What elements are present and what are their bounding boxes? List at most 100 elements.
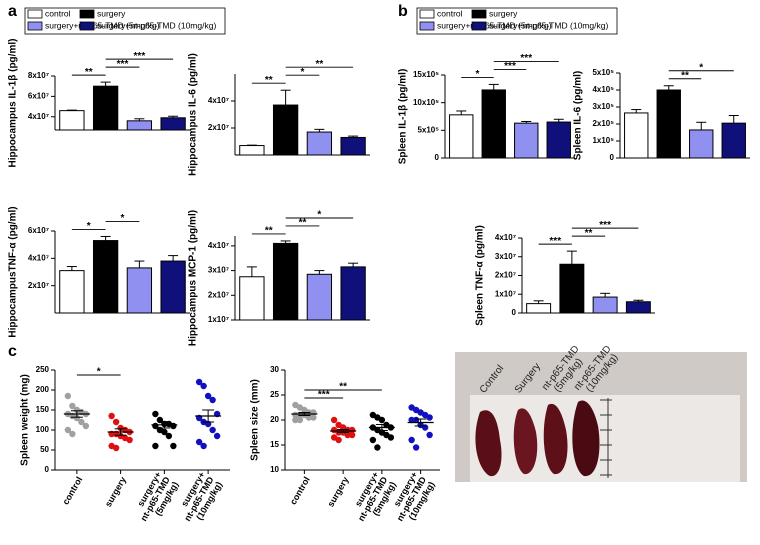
significance-label: ** — [265, 75, 273, 86]
y-tick-label: 1x10⁵ — [592, 136, 614, 145]
y-tick-label: 3x10⁷ — [208, 266, 229, 275]
y-tick-label: 15x10⁵ — [413, 70, 439, 79]
significance-label: *** — [318, 390, 330, 401]
y-axis-label: Spleen IL-1β (pg/ml) — [398, 69, 409, 165]
dot — [112, 444, 120, 452]
legend-label: control — [437, 8, 463, 18]
dot — [126, 436, 133, 444]
y-tick-label: 30 — [270, 365, 279, 374]
legend-swatch — [471, 9, 487, 19]
dot — [64, 392, 72, 400]
dot — [69, 402, 76, 410]
y-tick-label: 200 — [36, 385, 50, 394]
legend-swatch — [79, 9, 95, 19]
dot — [69, 430, 76, 438]
x-tick-label: surgery+nt-p65-TMD(5mg/kg) — [130, 470, 181, 528]
y-axis-label: Spleen IL-6 (pg/ml) — [573, 71, 584, 160]
dot — [412, 416, 420, 424]
significance-label: ** — [315, 59, 323, 70]
legend-swatch — [419, 21, 435, 31]
dot — [296, 416, 304, 424]
significance-label: * — [476, 69, 480, 80]
dot — [195, 438, 203, 446]
panel-label: a — [8, 3, 17, 20]
legend-frame — [24, 7, 226, 35]
bar — [272, 242, 299, 321]
significance-label: * — [301, 67, 305, 78]
bar — [272, 104, 299, 156]
y-tick-label: 2x10⁷ — [495, 271, 516, 280]
dot — [408, 436, 415, 444]
y-tick-label: 0 — [512, 308, 517, 317]
dot — [387, 434, 395, 441]
legend-swatch — [419, 9, 435, 19]
y-axis-label: Spleen weight (mg) — [20, 374, 31, 466]
dot — [292, 416, 299, 424]
bar — [340, 266, 366, 321]
dot — [165, 432, 173, 440]
photo-paper — [470, 395, 740, 482]
dot — [378, 416, 386, 424]
dot — [369, 436, 377, 444]
significance-label: ** — [585, 228, 593, 239]
significance-label: * — [87, 221, 91, 232]
dot — [73, 414, 81, 422]
dot — [374, 444, 381, 451]
significance-label: ** — [265, 226, 273, 237]
spleen — [572, 400, 600, 477]
legend-swatch — [27, 21, 43, 31]
legend-label: control — [45, 8, 71, 18]
y-tick-label: 25 — [270, 390, 279, 399]
bar — [126, 120, 153, 131]
bar — [59, 270, 85, 314]
significance-label: * — [317, 210, 321, 221]
y-axis-label: Hippocampus IL-1β (pg/ml) — [8, 39, 19, 168]
dot — [335, 436, 342, 444]
significance-label: ** — [339, 382, 347, 393]
bar — [624, 112, 649, 159]
legend-label: surgery+nt-p65-TMD (10mg/kg) — [489, 20, 608, 30]
y-tick-label: 3x10⁷ — [495, 252, 516, 261]
bar — [656, 89, 681, 159]
legend-label: surgery+nt-p65-TMD (10mg/kg) — [97, 20, 216, 30]
dot — [421, 424, 429, 431]
y-tick-label: 4x10⁷ — [495, 233, 516, 242]
significance-label: *** — [117, 59, 129, 70]
x-tick-label: surgery+nt-p65-TMD(10mg/kg) — [174, 470, 225, 528]
spleen-photo: Control Surgerynt-p65-TMD(5mg/kg)nt-p65-T… — [455, 344, 747, 482]
bar — [546, 121, 571, 159]
legend-label: surgery — [489, 8, 518, 18]
dot — [348, 431, 356, 439]
dot — [64, 426, 72, 434]
dot — [200, 382, 207, 390]
legend-frame — [416, 7, 618, 35]
legend-swatch — [79, 21, 95, 31]
dot — [209, 396, 216, 404]
x-tick-label: control — [61, 475, 85, 506]
dot — [112, 418, 120, 426]
y-tick-label: 4x10⁷ — [208, 241, 229, 250]
legend-swatch — [27, 9, 43, 19]
y-axis-label: Hippocampus IL-6 (pg/ml) — [188, 53, 199, 176]
y-tick-label: 4x10⁵ — [592, 85, 614, 94]
y-tick-label: 4x10⁷ — [28, 253, 49, 262]
bar — [160, 260, 186, 314]
y-tick-label: 0 — [610, 153, 615, 162]
bar — [239, 276, 265, 321]
significance-label: * — [97, 367, 101, 378]
x-tick-label: surgery+nt-p65-TMD(5mg/kg) — [348, 470, 399, 528]
x-tick-label: control — [288, 475, 312, 506]
y-tick-label: 100 — [36, 425, 50, 434]
dot — [310, 414, 317, 421]
dot — [152, 442, 159, 450]
spleen — [475, 410, 502, 477]
legend-label: surgery — [97, 8, 126, 18]
significance-label: *** — [520, 53, 532, 64]
dot — [108, 412, 115, 420]
y-tick-label: 250 — [36, 365, 50, 374]
y-tick-label: 50 — [40, 445, 49, 454]
dot — [170, 422, 177, 430]
dot — [82, 422, 90, 430]
y-tick-label: 15 — [270, 440, 279, 449]
